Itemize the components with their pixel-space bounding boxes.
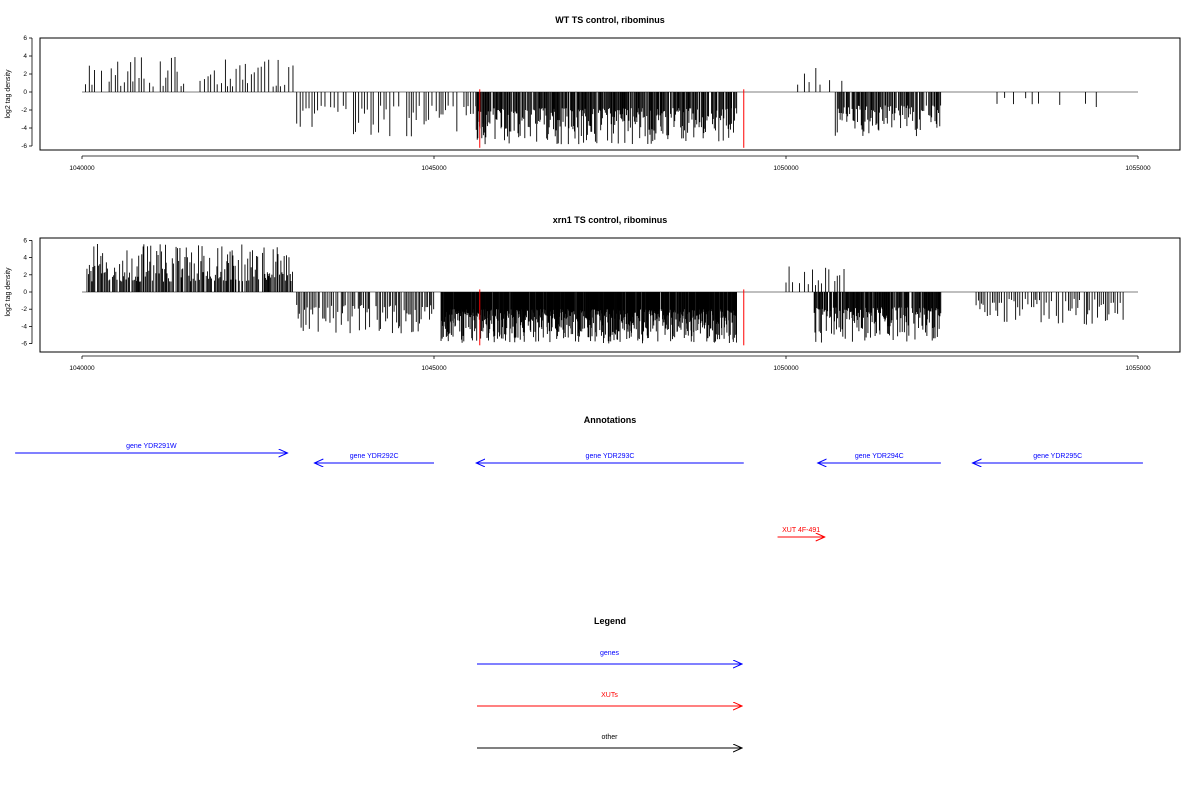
x-tick-label: 1045000: [421, 365, 447, 372]
data-bars: [85, 57, 1097, 148]
x-tick-label: 1050000: [773, 165, 799, 172]
y-tick-label: 0: [23, 289, 27, 296]
y-tick-label: 6: [23, 237, 27, 244]
track-panel-xrn1: xrn1 TS control, ribominus log2 tag dens…: [5, 215, 1181, 372]
x-tick-label: 1050000: [773, 365, 799, 372]
gene-annotation: gene YDR291W: [15, 443, 287, 453]
gene-annotation: gene YDR293C: [476, 453, 744, 463]
x-axis: 1040000 1045000 1050000 1055000: [69, 155, 1151, 172]
legend-item: other: [477, 734, 742, 748]
x-tick-label: 1055000: [1125, 165, 1151, 172]
x-tick-label: 1055000: [1125, 365, 1151, 372]
y-tick-label: -4: [21, 323, 27, 330]
gene-label: gene YDR293C: [586, 453, 635, 460]
gene-label: XUT 4F-491: [782, 527, 820, 534]
track-panel-wt: WT TS control, ribominus log2 tag densit…: [5, 15, 1181, 172]
legend-item: genes: [477, 650, 742, 664]
gene-label: gene YDR291W: [126, 443, 177, 450]
legend-label: other: [602, 734, 619, 741]
gene-annotation: gene YDR295C: [973, 453, 1143, 463]
y-tick-label: -2: [21, 306, 27, 313]
y-tick-label: 2: [23, 71, 27, 78]
x-tick-label: 1040000: [69, 365, 95, 372]
y-tick-label: 4: [23, 255, 27, 262]
y-axis: 6 4 2 0 -2 -4 -6: [21, 237, 33, 348]
panel-title: xrn1 TS control, ribominus: [553, 215, 668, 225]
x-tick-label: 1045000: [421, 165, 447, 172]
plot-frame: [39, 237, 1181, 353]
gene-label: gene YDR292C: [350, 453, 399, 460]
y-axis: 6 4 2 0 -2 -4 -6: [21, 35, 33, 150]
y-tick-label: -6: [21, 143, 27, 150]
x-tick-label: 1040000: [69, 165, 95, 172]
y-tick-label: 6: [23, 35, 27, 42]
gene-label: gene YDR295C: [1033, 453, 1082, 460]
y-tick-label: -2: [21, 107, 27, 114]
gene-arrows: gene YDR291W gene YDR292C gene YDR293C gene…: [15, 443, 1143, 537]
legend-title: Legend: [594, 616, 626, 626]
legend-items: genes XUTs other: [477, 650, 742, 748]
legend-label: XUTs: [601, 692, 618, 699]
gene-label: gene YDR294C: [855, 453, 904, 460]
legend-label: genes: [600, 650, 620, 657]
y-tick-label: -4: [21, 125, 27, 132]
panel-title: WT TS control, ribominus: [555, 15, 665, 25]
x-axis: 1040000 1045000 1050000 1055000: [69, 355, 1151, 372]
y-axis-label: log2 tag density: [5, 267, 12, 317]
y-axis-label: log2 tag density: [5, 69, 12, 119]
y-tick-label: 0: [23, 89, 27, 96]
annotations-title: Annotations: [584, 415, 637, 425]
y-tick-label: 2: [23, 272, 27, 279]
gene-annotation: gene YDR294C: [818, 453, 941, 463]
gene-annotation: XUT 4F-491: [777, 527, 825, 537]
plot-frame: [39, 37, 1181, 151]
y-tick-label: -6: [21, 341, 27, 348]
legend-item: XUTs: [477, 692, 742, 706]
gene-annotation: gene YDR292C: [314, 453, 434, 463]
y-tick-label: 4: [23, 53, 27, 60]
data-bars: [86, 243, 1124, 346]
legend-panel: Legend genes XUTs other: [477, 616, 742, 748]
